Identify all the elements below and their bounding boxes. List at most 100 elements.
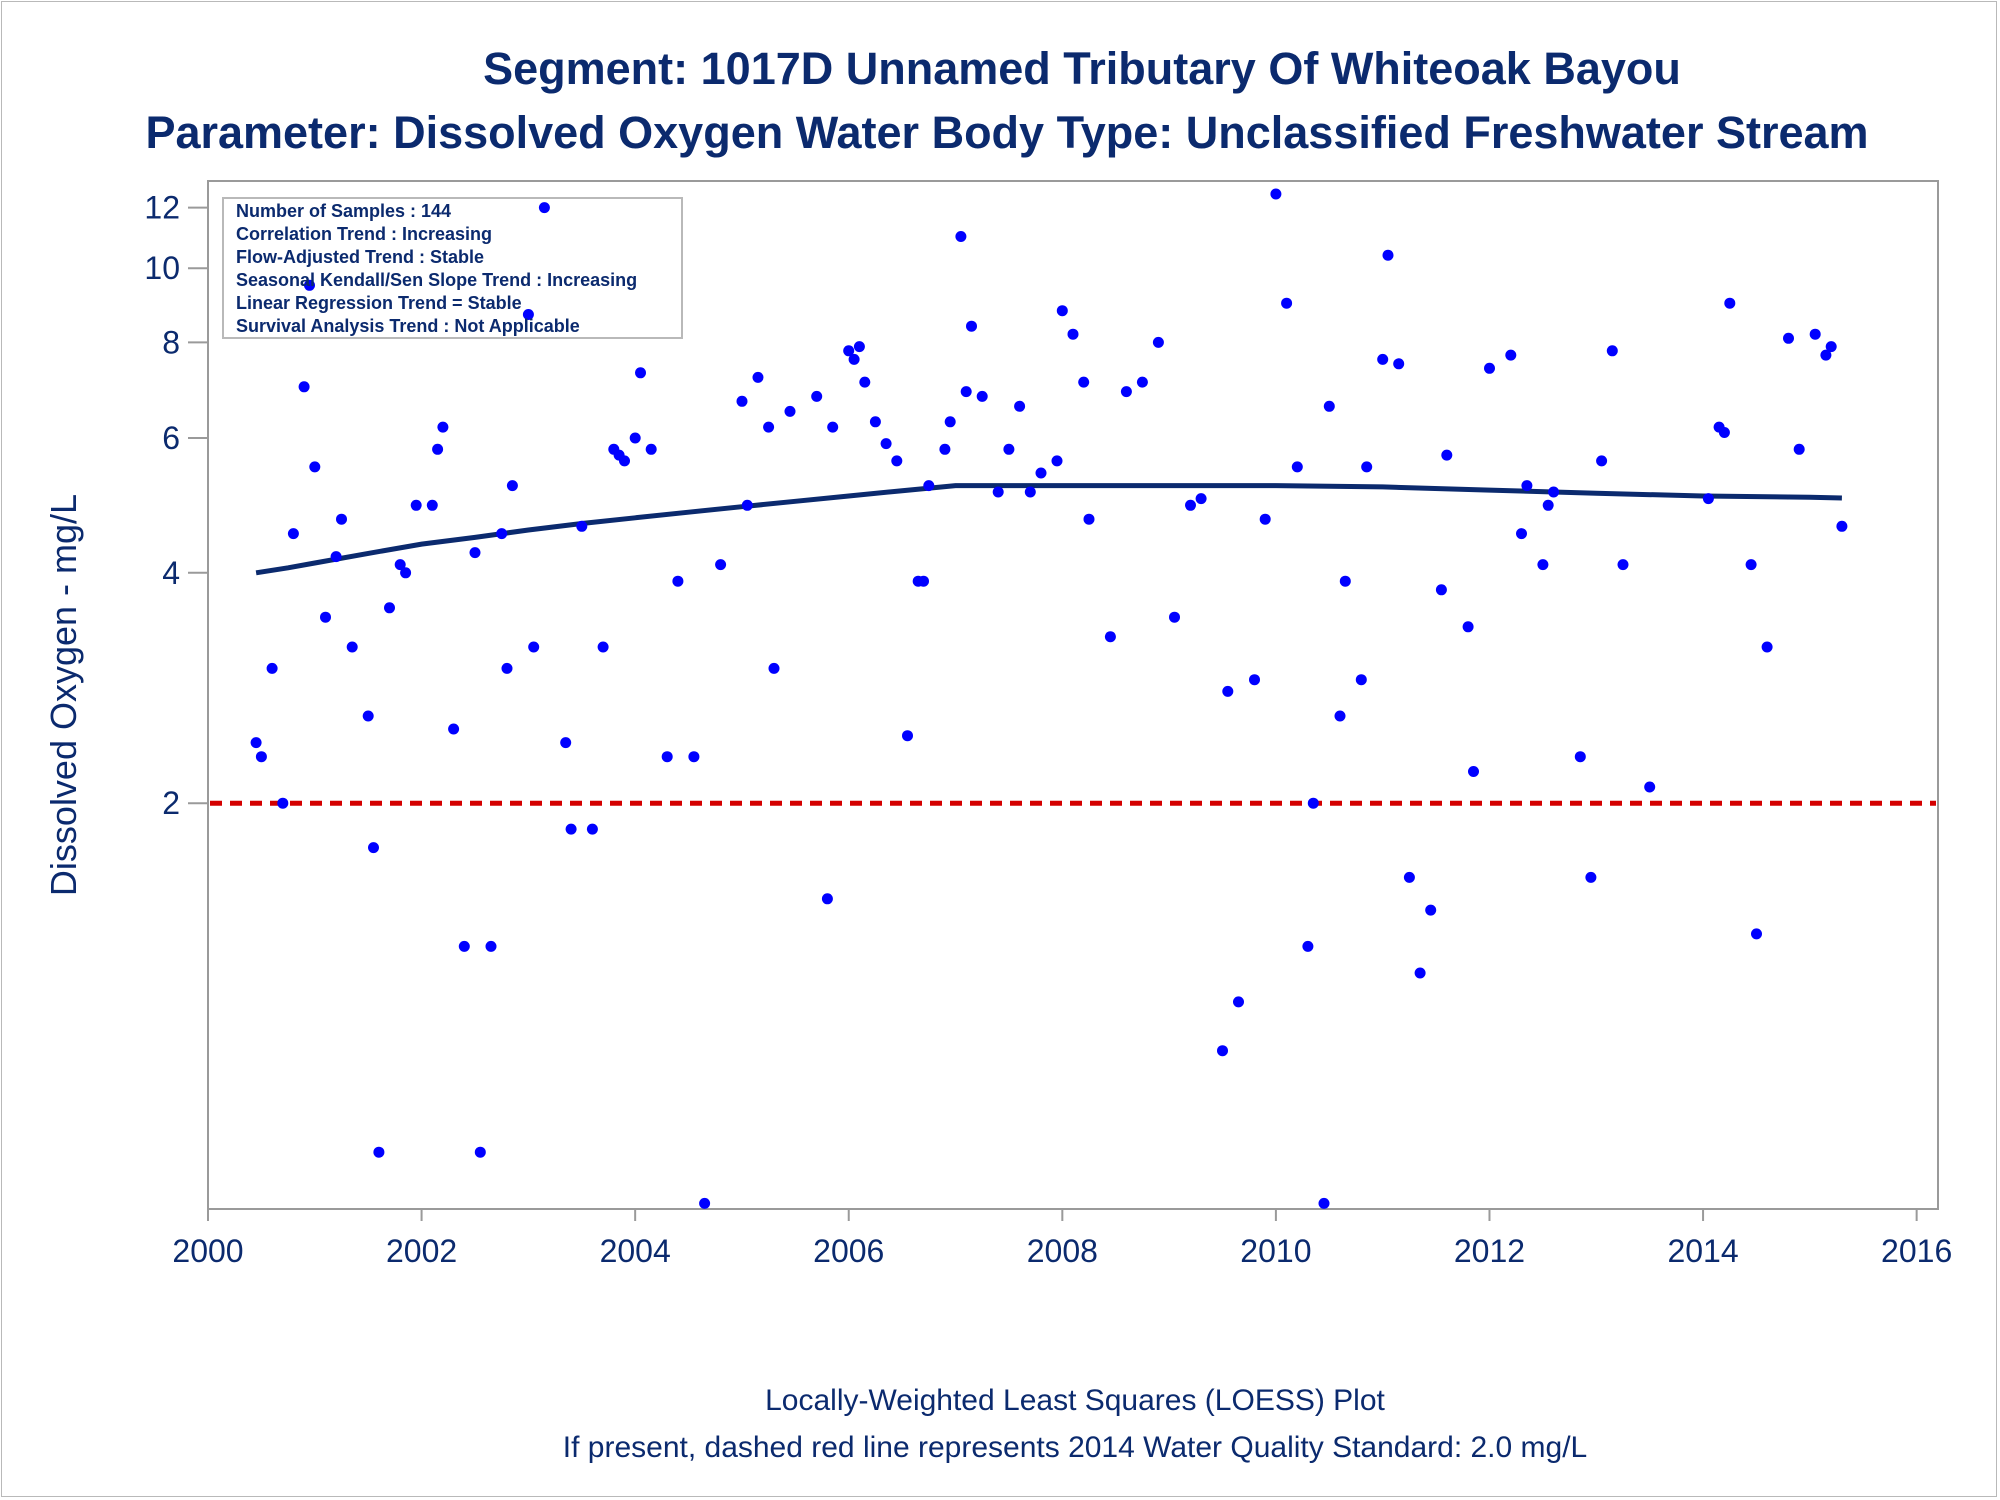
stats-box: Number of Samples : 144 Correlation Tren… xyxy=(222,197,683,339)
data-point xyxy=(1249,674,1260,686)
footnote-standard: If present, dashed red line represents 2… xyxy=(563,1431,1587,1464)
data-point xyxy=(1596,455,1608,467)
data-point xyxy=(1083,513,1095,525)
data-point xyxy=(827,421,839,433)
data-point xyxy=(560,737,572,749)
data-point xyxy=(373,1146,385,1158)
data-point xyxy=(1606,345,1618,357)
data-point xyxy=(1542,499,1554,511)
data-point xyxy=(1718,427,1730,438)
chart-subtitle: Parameter: Dissolved Oxygen Water Body T… xyxy=(145,107,1868,158)
data-point xyxy=(699,1197,711,1209)
data-point xyxy=(384,602,395,614)
data-point xyxy=(1745,559,1757,571)
y-tick-label-4: 4 xyxy=(162,555,180,591)
data-point xyxy=(939,443,951,455)
data-point xyxy=(346,641,358,653)
x-tick-label-2012: 2012 xyxy=(1454,1233,1525,1269)
data-point xyxy=(619,455,630,467)
footnote-loess: Locally-Weighted Least Squares (LOESS) P… xyxy=(765,1384,1385,1417)
data-point xyxy=(1724,297,1736,309)
data-point xyxy=(902,730,913,742)
data-point xyxy=(1702,493,1714,505)
data-point xyxy=(1259,513,1271,525)
data-point xyxy=(506,480,518,492)
data-point xyxy=(1051,455,1063,467)
data-point xyxy=(1809,328,1821,340)
data-point xyxy=(1291,461,1303,473)
data-point xyxy=(923,480,935,492)
data-point xyxy=(1793,443,1805,455)
data-point xyxy=(576,520,588,532)
data-point xyxy=(1574,751,1586,763)
y-tick-label-2: 2 xyxy=(162,785,180,821)
data-point xyxy=(918,575,929,587)
x-tick-label-2010: 2010 xyxy=(1240,1233,1311,1269)
data-point xyxy=(432,443,444,455)
y-axis: 2 4 6 8 10 12 xyxy=(144,190,208,821)
data-point xyxy=(1393,358,1405,370)
data-point xyxy=(437,421,449,433)
sample-points xyxy=(250,188,1848,1209)
data-point xyxy=(944,416,956,428)
stats-line-linear-regression: Linear Regression Trend = Stable xyxy=(236,293,522,313)
data-point xyxy=(1820,349,1832,361)
data-point xyxy=(410,499,422,511)
data-point xyxy=(1056,305,1068,317)
x-axis: 2000 2002 2004 2006 2008 2010 2012 2014 2016 xyxy=(172,1209,1952,1269)
data-point xyxy=(1185,499,1196,511)
data-point xyxy=(448,723,460,735)
data-point xyxy=(1104,631,1116,643)
data-point xyxy=(400,567,412,579)
x-tick-label-2016: 2016 xyxy=(1881,1233,1952,1269)
data-point xyxy=(1361,461,1373,473)
data-point xyxy=(1414,967,1426,979)
data-point xyxy=(1136,376,1148,388)
data-point xyxy=(768,662,780,674)
data-point xyxy=(1468,766,1479,777)
data-point xyxy=(1751,928,1762,940)
data-point xyxy=(821,893,833,905)
data-point xyxy=(715,559,727,571)
data-point xyxy=(458,940,470,952)
data-point xyxy=(891,455,903,467)
data-point xyxy=(1318,1197,1330,1209)
data-point xyxy=(688,751,700,763)
stats-line-flow-adjusted: Flow-Adjusted Trend : Stable xyxy=(236,247,484,267)
data-point xyxy=(763,421,775,433)
data-point xyxy=(1617,559,1629,571)
data-point xyxy=(1169,611,1180,623)
data-point xyxy=(645,443,657,455)
data-point xyxy=(330,551,342,563)
data-point xyxy=(1334,710,1346,722)
data-point xyxy=(1484,362,1495,374)
data-point xyxy=(848,353,860,365)
data-point xyxy=(859,376,871,388)
x-tick-label-2008: 2008 xyxy=(1027,1233,1098,1269)
data-point xyxy=(811,390,823,402)
data-point xyxy=(565,823,577,835)
x-tick-label-2000: 2000 xyxy=(172,1233,243,1269)
data-point xyxy=(1035,467,1047,479)
data-point xyxy=(1323,400,1335,412)
data-point xyxy=(843,345,855,357)
y-tick-label-12: 12 xyxy=(144,190,180,226)
data-point xyxy=(1024,486,1036,498)
y-tick-label-10: 10 xyxy=(144,250,180,286)
data-point xyxy=(1217,1045,1228,1057)
y-tick-label-6: 6 xyxy=(162,420,180,456)
data-point xyxy=(784,405,796,417)
data-point xyxy=(426,499,438,511)
x-tick-label-2004: 2004 xyxy=(600,1233,671,1269)
data-point xyxy=(1014,400,1026,412)
data-point xyxy=(298,381,310,393)
data-point xyxy=(522,309,534,320)
data-point xyxy=(368,842,379,854)
data-point xyxy=(304,279,315,291)
data-point xyxy=(1425,904,1437,916)
data-point xyxy=(992,486,1004,498)
data-point xyxy=(250,737,262,749)
data-point xyxy=(1067,328,1079,340)
data-point xyxy=(736,395,748,407)
